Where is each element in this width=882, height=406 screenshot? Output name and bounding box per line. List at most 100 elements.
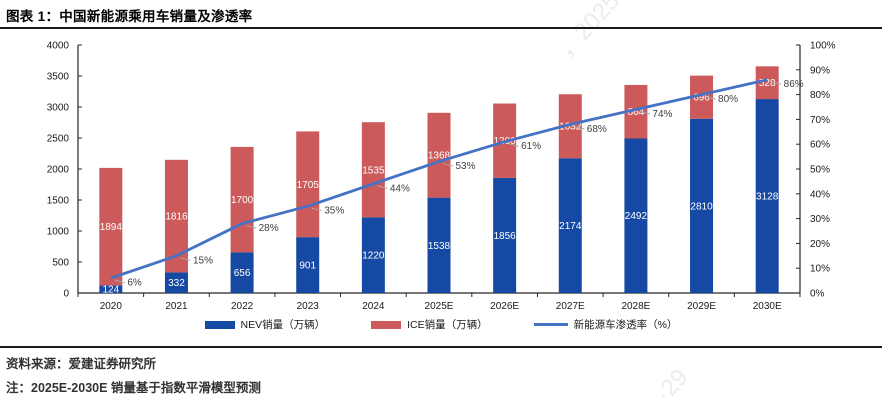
left-axis-tick-label: 1500 <box>47 196 70 207</box>
bar-segment-nev <box>493 177 517 293</box>
label-leader-line <box>508 143 519 147</box>
chart-legend: NEV销量（万辆） ICE销量（万辆） 新能源车渗透率（%） <box>0 317 882 332</box>
penetration-point-label: 74% <box>652 109 672 120</box>
bar-value-label: 124 <box>102 285 119 296</box>
bar-value-label: 1220 <box>362 251 385 262</box>
bar-segment-ice <box>427 112 451 198</box>
right-axis-tick-label: 40% <box>810 189 830 200</box>
source-text: 资料来源：爱建证券研究所 <box>6 357 157 371</box>
bar-value-label: 864 <box>628 107 645 118</box>
penetration-point-label: 68% <box>587 124 607 135</box>
penetration-line <box>110 78 768 280</box>
label-leader-line <box>245 225 257 229</box>
left-axis-tick-label: 2000 <box>47 165 70 176</box>
bar-value-label: 1816 <box>165 212 188 223</box>
penetration-point-label: 44% <box>390 183 410 194</box>
bar-segment-ice <box>558 94 582 159</box>
legend-label-penetration: 新能源车渗透率（%） <box>573 319 678 331</box>
bar-value-label: 2174 <box>559 221 582 232</box>
right-axis-tick-label: 20% <box>810 239 830 250</box>
legend-label-ice: ICE销量（万辆） <box>407 319 488 331</box>
bar-segment-ice <box>755 66 779 100</box>
nev-bar-swatch <box>204 320 235 329</box>
bar-segment-nev <box>230 252 254 293</box>
category-label: 2024 <box>362 301 385 312</box>
bar-segment-nev <box>361 217 385 293</box>
bar-value-label: 2810 <box>690 201 713 212</box>
penetration-point-label: 35% <box>324 206 344 217</box>
bar-value-label: 1700 <box>231 195 254 206</box>
label-leader-line <box>114 279 125 284</box>
bar-segment-ice <box>690 75 714 119</box>
penetration-point-label: 15% <box>193 255 213 266</box>
label-leader-line <box>377 185 388 189</box>
legend-label-nev: NEV销量（万辆） <box>240 319 326 331</box>
label-leader-line <box>639 110 651 115</box>
category-label: 2029E <box>687 301 716 312</box>
category-label: 2020 <box>100 301 123 312</box>
footer-divider <box>0 346 882 348</box>
penetration-point-label: 86% <box>784 79 804 90</box>
left-axis-tick-label: 3000 <box>47 103 70 114</box>
legend-item-penetration: 新能源车渗透率（%） <box>533 317 678 332</box>
penetration-point-label: 61% <box>521 141 541 152</box>
penetration-point-label: 6% <box>127 278 142 289</box>
bar-value-label: 3128 <box>756 192 779 203</box>
title-divider <box>0 27 882 29</box>
bar-segment-nev <box>99 285 123 293</box>
category-label: 2027E <box>556 301 585 312</box>
bar-segment-ice <box>296 131 320 238</box>
penetration-point-label: 53% <box>456 161 476 172</box>
bar-value-label: 1705 <box>297 180 320 191</box>
bar-segment-nev <box>164 272 188 293</box>
label-leader-line <box>771 81 782 85</box>
category-label: 2021 <box>165 301 188 312</box>
bar-segment-nev <box>624 138 648 293</box>
right-axis-tick-label: 60% <box>810 140 830 151</box>
bar-segment-ice <box>164 159 188 273</box>
right-axis-tick-label: 0% <box>810 289 825 300</box>
category-label: 2022 <box>231 301 254 312</box>
label-leader-line <box>574 125 585 130</box>
bar-value-label: 1856 <box>494 231 517 242</box>
figure-title: 图表 1：中国新能源乘用车销量及渗透率 <box>6 9 253 24</box>
bar-value-label: 528 <box>759 78 776 89</box>
bar-value-label: 696 <box>693 93 710 104</box>
right-axis-tick-label: 100% <box>810 41 836 52</box>
bar-segment-nev <box>558 158 582 293</box>
category-label: 2025E <box>425 301 454 312</box>
bar-value-label: 332 <box>168 278 185 289</box>
ice-bar-swatch <box>371 320 402 329</box>
bar-value-label: 2492 <box>625 211 648 222</box>
penetration-line-swatch <box>533 323 568 326</box>
left-axis-tick-label: 2500 <box>47 134 70 145</box>
bar-segment-nev <box>755 99 779 294</box>
right-axis-tick-label: 80% <box>810 90 830 101</box>
category-label: 2030E <box>753 301 782 312</box>
bar-segment-ice <box>361 122 385 218</box>
left-axis-tick-label: 3500 <box>47 72 70 83</box>
right-axis-tick-label: 10% <box>810 264 830 275</box>
legend-item-ice: ICE销量（万辆） <box>371 317 488 332</box>
bar-segment-nev <box>296 237 320 293</box>
bar-value-label: 1538 <box>428 241 451 252</box>
bar-value-label: 1032 <box>559 122 582 133</box>
bar-segment-ice <box>624 84 648 139</box>
legend-item-nev: NEV销量（万辆） <box>204 317 326 332</box>
left-axis-tick-label: 0 <box>63 289 69 300</box>
right-axis-tick-label: 90% <box>810 65 830 76</box>
bar-segment-nev <box>427 197 451 293</box>
right-axis-tick-label: 30% <box>810 214 830 225</box>
penetration-point-label: 28% <box>259 223 279 234</box>
chart-svg: 0 500 1000 1500 2000 2500 3000 3500 4000 0% 10% 20%… <box>47 41 836 313</box>
category-label: 2026E <box>490 301 519 312</box>
watermark-bottom: ·29 <box>650 363 694 406</box>
bar-value-label: 1894 <box>100 222 123 233</box>
right-axis-tick-label: 70% <box>810 115 830 126</box>
left-axis-tick-label: 500 <box>52 258 69 269</box>
bar-segment-ice <box>99 167 123 286</box>
penetration-point-label: 80% <box>718 94 738 105</box>
chart-area: 0 500 1000 1500 2000 2500 3000 3500 4000 0% 10% 20%… <box>0 30 882 318</box>
label-leader-line <box>705 96 716 100</box>
